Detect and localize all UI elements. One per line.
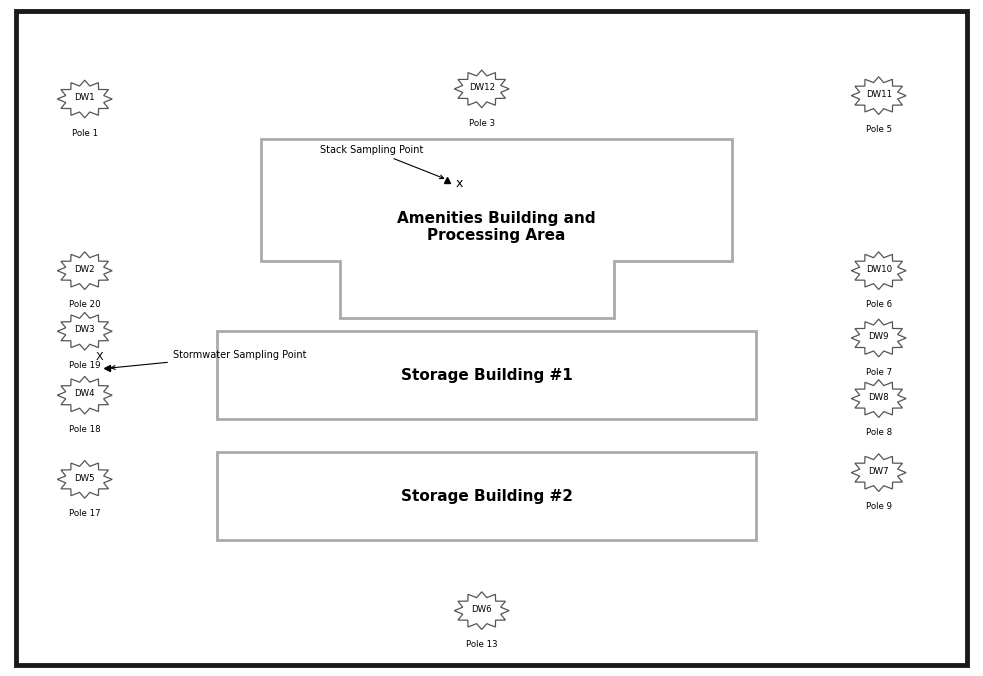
FancyBboxPatch shape [16,11,967,665]
Polygon shape [851,77,906,114]
Text: Stormwater Sampling Point: Stormwater Sampling Point [111,350,307,370]
Text: DW12: DW12 [469,83,494,92]
Text: Pole 8: Pole 8 [866,428,892,437]
Text: Amenities Building and
Processing Area: Amenities Building and Processing Area [397,211,596,243]
Text: DW1: DW1 [75,93,95,102]
Text: x: x [455,176,463,190]
Polygon shape [851,252,906,289]
Text: Storage Building #1: Storage Building #1 [401,368,572,383]
Text: Pole 7: Pole 7 [866,368,892,377]
Text: DW10: DW10 [866,265,892,274]
Polygon shape [851,454,906,491]
Text: X: X [95,352,103,362]
Text: DW11: DW11 [866,90,892,99]
Text: Pole 17: Pole 17 [69,509,100,518]
Text: Pole 20: Pole 20 [69,300,100,310]
Polygon shape [851,319,906,357]
Text: Pole 6: Pole 6 [866,300,892,310]
Text: Pole 19: Pole 19 [69,361,100,370]
Polygon shape [261,139,731,318]
FancyBboxPatch shape [217,452,756,540]
Text: DW2: DW2 [75,265,95,274]
Polygon shape [454,70,509,107]
Polygon shape [57,460,112,498]
Polygon shape [454,592,509,629]
Text: DW6: DW6 [472,605,492,614]
Text: Stack Sampling Point: Stack Sampling Point [319,145,443,178]
Text: Pole 5: Pole 5 [866,125,892,135]
Text: Pole 3: Pole 3 [469,118,494,128]
Polygon shape [57,80,112,118]
Text: Storage Building #2: Storage Building #2 [401,489,573,504]
Polygon shape [851,380,906,418]
FancyBboxPatch shape [217,331,756,419]
Text: DW5: DW5 [75,473,95,483]
Text: DW7: DW7 [868,467,889,476]
Text: Pole 18: Pole 18 [69,425,100,434]
Text: DW3: DW3 [75,325,95,335]
Text: Pole 9: Pole 9 [866,502,892,511]
Text: DW4: DW4 [75,389,95,398]
Polygon shape [57,377,112,414]
Text: Pole 1: Pole 1 [72,128,97,138]
Polygon shape [57,312,112,350]
Text: Pole 13: Pole 13 [466,640,497,649]
Polygon shape [57,252,112,289]
Text: DW9: DW9 [868,332,889,341]
Text: DW8: DW8 [868,393,889,402]
